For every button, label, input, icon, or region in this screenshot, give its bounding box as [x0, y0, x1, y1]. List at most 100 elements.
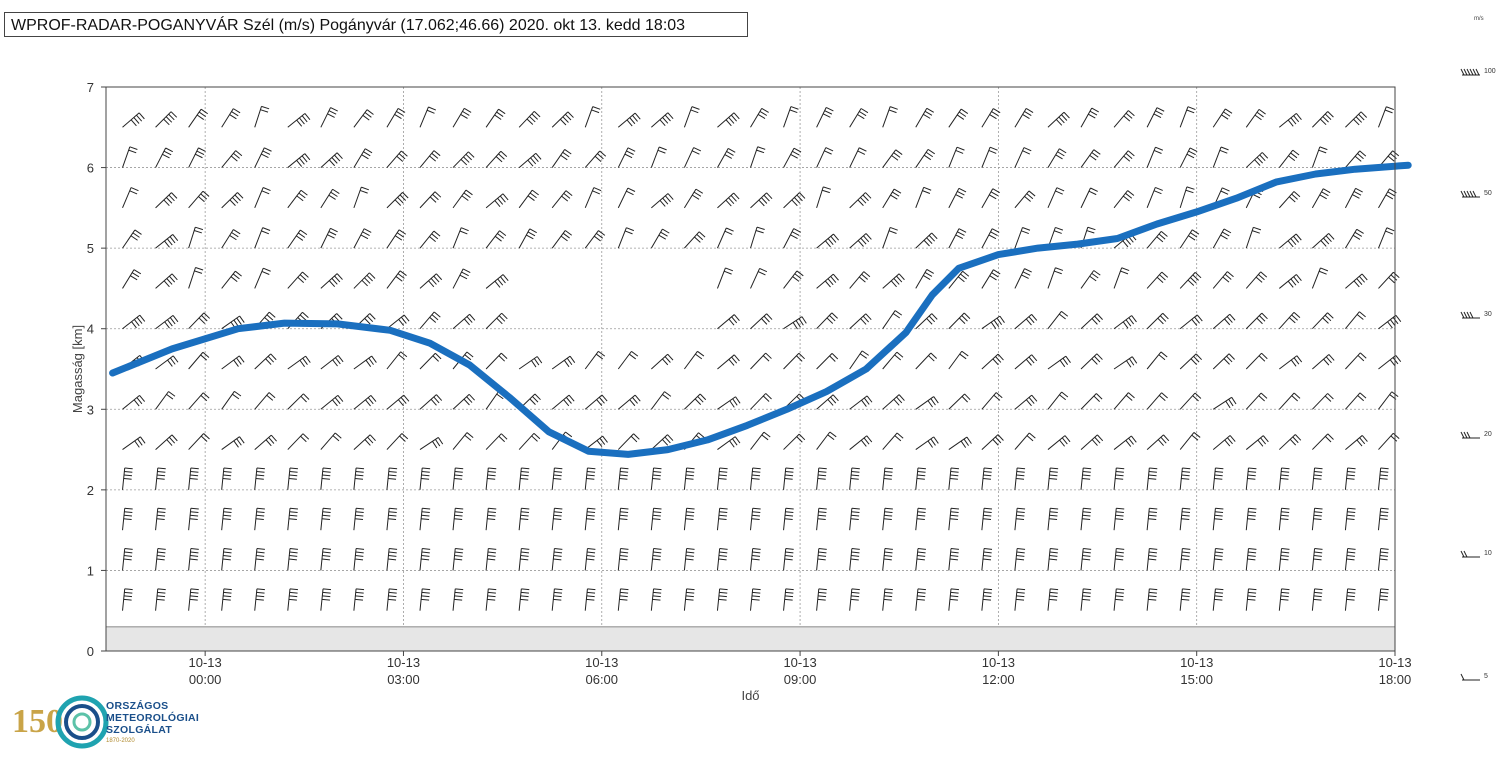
- wind-barb: [849, 108, 869, 128]
- wind-barb: [419, 273, 443, 289]
- wind-barb: [1311, 188, 1331, 209]
- wind-barb: [122, 269, 142, 289]
- wind-barb: [287, 355, 311, 370]
- legend-speed-label: 50: [1484, 190, 1492, 197]
- wind-barb: [254, 467, 265, 490]
- wind-barb: [716, 507, 728, 531]
- wind-barb: [783, 316, 807, 330]
- wind-barb: [1278, 548, 1290, 571]
- wind-barb: [1179, 147, 1198, 168]
- x-tick-date: 10-13: [585, 655, 618, 670]
- wind-barb: [1345, 352, 1367, 370]
- wind-barb: [716, 548, 728, 571]
- x-tick-date: 10-13: [783, 655, 816, 670]
- wind-barb: [915, 107, 934, 128]
- wind-barb: [122, 436, 146, 450]
- wind-barb: [750, 352, 772, 370]
- wind-barb: [684, 393, 707, 410]
- wind-barb: [783, 588, 794, 611]
- y-tick-label: 1: [87, 563, 94, 578]
- wind-barb: [1047, 435, 1071, 450]
- wind-barb: [1113, 315, 1137, 330]
- wind-barb: [584, 350, 606, 370]
- series-line: [109, 161, 1412, 458]
- wind-barb: [1344, 228, 1364, 249]
- wind-barb: [1179, 106, 1196, 128]
- wind-barb: [518, 189, 539, 209]
- wind-barb: [1080, 393, 1103, 410]
- wind-barb: [485, 433, 508, 450]
- wind-barb: [287, 507, 298, 531]
- wind-barb: [518, 548, 530, 571]
- wind-barb: [287, 393, 310, 410]
- wind-barb: [1113, 267, 1130, 289]
- wind-barb: [981, 108, 1001, 128]
- wind-barb: [1047, 588, 1059, 611]
- wind-barb: [882, 467, 893, 490]
- wind-barb: [1245, 392, 1268, 410]
- wind-barb: [155, 192, 178, 209]
- wind-barb: [1278, 191, 1301, 209]
- wind-barb: [1378, 188, 1397, 209]
- wind-barb: [1014, 354, 1038, 370]
- wind-barb: [254, 392, 276, 410]
- wind-barb: [1378, 355, 1402, 370]
- wind-barb: [981, 353, 1004, 370]
- wind-barb: [849, 548, 860, 571]
- wind-barb: [452, 467, 464, 490]
- wind-barb: [188, 108, 209, 128]
- wind-barb: [816, 312, 838, 330]
- wind-barb: [386, 229, 407, 249]
- wind-barb: [1245, 152, 1269, 168]
- wind-barb: [882, 394, 905, 410]
- wind-barb: [1179, 186, 1195, 209]
- wind-barb: [353, 313, 376, 330]
- wind-barb: [717, 314, 740, 330]
- wind-barb: [617, 507, 629, 531]
- wind-barb: [551, 149, 572, 168]
- wind-barb: [750, 548, 761, 571]
- ground-level-band: [105, 626, 1396, 652]
- wind-barb: [188, 548, 199, 571]
- y-axis-label: Magasság [km]: [70, 325, 85, 413]
- chart-title: WPROF-RADAR-POGANYVÁR Szél (m/s) Pogányv…: [4, 12, 748, 37]
- wind-barb: [1014, 507, 1026, 531]
- wind-barb: [1080, 507, 1092, 531]
- wind-barb: [1344, 467, 1356, 490]
- wind-barb: [1146, 271, 1169, 289]
- wind-barb: [452, 107, 472, 128]
- wind-barb: [783, 147, 802, 168]
- wind-barb: [1080, 187, 1098, 209]
- wind-barb: [155, 507, 166, 531]
- legend-speed-label: 20: [1484, 431, 1492, 438]
- wind-barb: [651, 193, 674, 209]
- wind-barb: [816, 467, 827, 490]
- wind-barb: [1377, 467, 1389, 490]
- wind-barb: [783, 192, 806, 209]
- wind-barb: [849, 350, 869, 370]
- wind-barb: [683, 350, 705, 370]
- wind-barb: [254, 267, 271, 289]
- wind-barb: [155, 588, 166, 611]
- wind-barb: [1146, 467, 1158, 490]
- wind-barb: [122, 507, 133, 531]
- wind-barb: [783, 433, 806, 450]
- wind-barb: [155, 391, 176, 410]
- wind-barb: [188, 588, 199, 611]
- wind-barb: [518, 110, 541, 128]
- wind-barb: [915, 268, 934, 289]
- wind-barb: [750, 146, 766, 168]
- wind-barb: [122, 395, 146, 410]
- wind-barb: [1245, 108, 1266, 128]
- wind-barb: [485, 312, 508, 330]
- legend-speed-label: 5: [1484, 673, 1488, 680]
- wind-barb: [849, 233, 872, 249]
- wind-barb: [452, 393, 475, 410]
- wind-barb: [816, 147, 834, 168]
- wind-barb: [419, 352, 442, 370]
- wind-barb: [122, 112, 145, 128]
- wind-barb: [353, 148, 373, 168]
- x-tick-time: 12:00: [982, 672, 1015, 687]
- wind-barb: [683, 467, 695, 490]
- wind-barb: [948, 436, 972, 450]
